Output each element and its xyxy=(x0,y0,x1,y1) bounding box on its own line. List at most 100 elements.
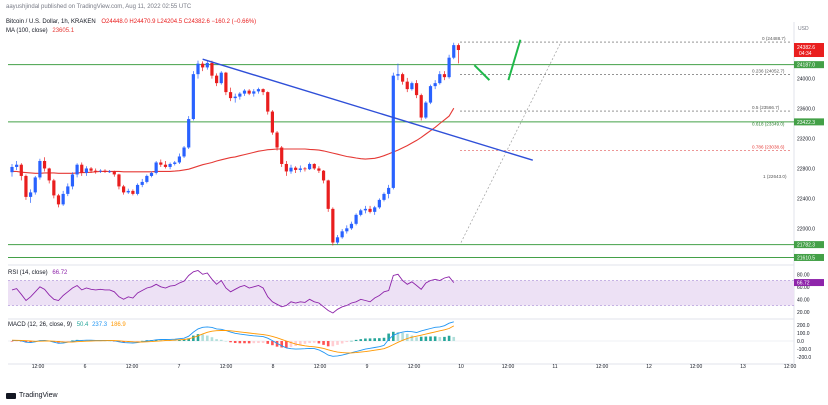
fib-level-label: 0 (24488.7) xyxy=(762,36,786,41)
fib-level-label: 0.236 (24052.7) xyxy=(752,69,785,74)
macd-histogram-bar xyxy=(340,341,344,344)
candle-body xyxy=(331,208,335,243)
rsi-axis-tick: 60.00 xyxy=(797,285,810,291)
rsi-value-tag-label: 66.72 xyxy=(797,281,810,287)
macd-histogram-bar xyxy=(173,340,177,341)
candle-body xyxy=(298,168,302,170)
candle-body xyxy=(10,166,14,173)
macd-axis-tick: 0.0 xyxy=(797,339,804,345)
macd-histogram-bar xyxy=(261,341,265,343)
published-line: aayushjindal published on TradingView.co… xyxy=(6,4,191,10)
macd-histogram-bar xyxy=(410,335,414,341)
rsi-axis-tick: 20.00 xyxy=(797,310,810,316)
candle-body xyxy=(191,74,195,120)
candle-body xyxy=(438,74,442,84)
candle-body xyxy=(131,190,135,194)
candle-body xyxy=(98,170,102,172)
macd-histogram-bar xyxy=(178,339,181,341)
macd-histogram-bar xyxy=(336,341,339,345)
macd-histogram-bar xyxy=(252,341,256,344)
macd-histogram-bar xyxy=(196,334,200,341)
time-axis-tick: 12:00 xyxy=(408,364,421,370)
macd-value-signal: 186.9 xyxy=(110,322,126,328)
published-text: aayushjindal published on TradingView.co… xyxy=(6,4,192,10)
macd-histogram-bar xyxy=(201,334,204,341)
macd-histogram-bar xyxy=(136,341,139,342)
candle-body xyxy=(56,195,61,205)
ma-value: 23605.1 xyxy=(52,28,75,34)
candle-body xyxy=(177,156,181,163)
macd-histogram-bar xyxy=(350,340,353,342)
candle-body xyxy=(89,168,93,171)
macd-histogram-bar xyxy=(364,338,367,341)
macd-histogram-bar xyxy=(326,341,330,347)
candle-body xyxy=(182,147,186,157)
projection-arrow-down xyxy=(473,64,491,81)
macd-histogram-bar xyxy=(424,336,428,341)
candle-body xyxy=(94,170,98,172)
macd-histogram-bar xyxy=(15,341,18,342)
macd-histogram-bar xyxy=(108,340,111,342)
macd-histogram-bar xyxy=(271,341,274,346)
candle-body xyxy=(219,72,223,84)
fib-level-label: 0.786 (23038.6) xyxy=(752,145,785,150)
candle-body xyxy=(47,168,51,181)
candle-body xyxy=(168,163,172,167)
macd-histogram-bar xyxy=(312,341,316,343)
candle-body xyxy=(424,102,428,118)
candle-body xyxy=(117,174,121,187)
candle-body xyxy=(149,172,154,176)
candle-body xyxy=(215,75,219,84)
macd-histogram-bar xyxy=(368,338,372,341)
candle-body xyxy=(66,186,70,194)
fib-level-label: 0.618 (23349.0) xyxy=(752,121,785,126)
macd-histogram-bar xyxy=(10,341,14,342)
time-axis-tick: 12:00 xyxy=(314,364,327,370)
macd-histogram-bar xyxy=(331,341,335,347)
candle-body xyxy=(80,164,84,173)
rsi-line xyxy=(11,270,455,314)
macd-value-line: 237.3 xyxy=(92,322,108,328)
price-axis-tick: 23200.0 xyxy=(797,137,815,143)
candle-body xyxy=(70,174,75,187)
macd-histogram-bar xyxy=(373,338,376,341)
macd-histogram-bar xyxy=(359,339,363,341)
macd-histogram-bar xyxy=(429,336,432,341)
time-axis-tick: 11 xyxy=(552,364,557,370)
macd-histogram-bar xyxy=(159,339,163,341)
macd-histogram-bar xyxy=(322,341,325,345)
candle-body xyxy=(154,162,158,173)
candle-body xyxy=(75,164,79,175)
candle-body xyxy=(38,160,42,178)
candle-body xyxy=(19,164,23,176)
macd-histogram-bar xyxy=(415,337,418,341)
candle-body xyxy=(84,168,88,173)
macd-histogram-bar xyxy=(452,336,456,341)
time-axis-tick: 6 xyxy=(84,364,87,370)
candle-body xyxy=(252,91,256,94)
candle-body xyxy=(126,190,130,193)
macd-histogram-bar xyxy=(396,332,400,341)
macd-histogram-bar xyxy=(447,335,451,341)
candle-body xyxy=(205,62,209,68)
candle-body xyxy=(103,170,107,172)
macd-histogram-bar xyxy=(289,341,293,348)
time-axis-tick: 8 xyxy=(272,364,275,370)
macd-histogram-bar xyxy=(308,341,311,344)
candle-body xyxy=(210,62,214,76)
candle-body xyxy=(238,93,242,97)
macd-histogram-bar xyxy=(238,341,242,344)
price-axis-tick: 24000.0 xyxy=(797,77,815,83)
level-price-tag-label: 23422.3 xyxy=(797,120,815,126)
macd-histogram-bar xyxy=(154,339,158,341)
candle-body xyxy=(29,192,33,197)
macd-histogram-bar xyxy=(299,341,302,345)
candle-body xyxy=(112,171,116,175)
macd-legend: MACD (12, 26, close, 9) 50.4 237.3 186.9 xyxy=(8,322,126,328)
candle-body xyxy=(340,231,344,238)
fib-diagonal-line xyxy=(460,41,562,243)
candle-body xyxy=(419,95,423,118)
current-price-tag xyxy=(794,43,824,58)
bearish-trend-line xyxy=(202,58,534,161)
macd-histogram-bar xyxy=(280,341,283,348)
